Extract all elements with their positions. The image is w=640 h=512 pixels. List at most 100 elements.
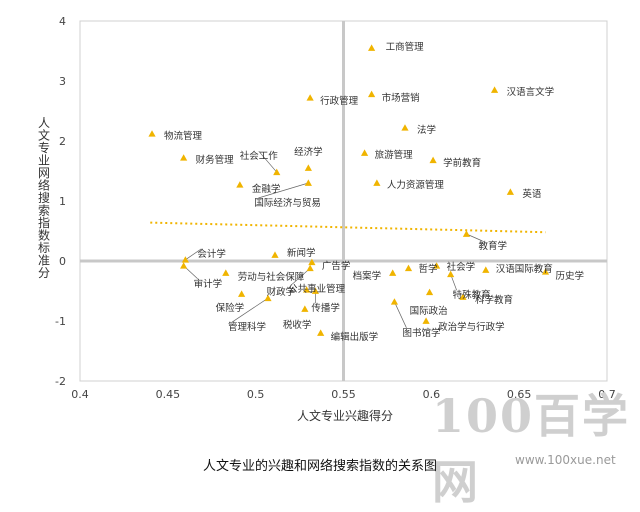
data-point-marker bbox=[317, 329, 325, 336]
data-point-marker bbox=[368, 90, 376, 98]
data-point-label: 图书馆学 bbox=[402, 327, 440, 339]
label-leader-line bbox=[394, 301, 407, 328]
x-tick-label: 0.4 bbox=[71, 388, 89, 401]
data-point-marker bbox=[222, 269, 230, 276]
y-tick-label: -1 bbox=[55, 315, 66, 328]
label-leader-line bbox=[231, 297, 269, 323]
data-point-marker bbox=[311, 287, 319, 294]
data-point-marker bbox=[306, 94, 314, 101]
data-point-marker bbox=[303, 286, 311, 293]
data-point-marker bbox=[373, 179, 381, 186]
x-tick-label: 0.45 bbox=[156, 388, 181, 401]
x-tick-label: 0.55 bbox=[331, 388, 356, 401]
data-point-marker bbox=[306, 264, 314, 272]
data-point-marker bbox=[271, 251, 279, 258]
x-tick-label: 0.65 bbox=[507, 388, 532, 401]
data-point-label: 劳动与社会保障 bbox=[238, 271, 305, 283]
label-leader-line bbox=[466, 233, 483, 242]
data-point-marker bbox=[447, 270, 455, 278]
data-point-label: 法学 bbox=[417, 124, 436, 136]
chart-frame: 0.4 0.45 0.5 0.55 0.6 0.65 0.7 -2 -1 0 1 2 3 4 工商管理汉语… bbox=[38, 15, 628, 509]
data-point-marker bbox=[368, 44, 376, 51]
trendline bbox=[150, 221, 546, 234]
data-point-label: 管理科学 bbox=[228, 321, 266, 333]
data-point-label: 审计学 bbox=[194, 278, 223, 290]
data-point-marker bbox=[264, 294, 272, 302]
watermark-url: www.100xue.net bbox=[515, 453, 616, 467]
watermark-logo: 100百学网 bbox=[432, 389, 631, 509]
data-point-label: 市场营销 bbox=[382, 92, 421, 104]
y-tick-label: 1 bbox=[59, 195, 66, 208]
data-point-label: 政治学与行政学 bbox=[438, 321, 505, 333]
data-point-marker bbox=[506, 188, 514, 195]
data-point-label: 学前教育 bbox=[443, 157, 481, 169]
x-axis-label: 人文专业兴趣得分 bbox=[297, 408, 393, 423]
data-point-label: 财务管理 bbox=[196, 154, 235, 166]
data-point-label: 英语 bbox=[522, 188, 542, 200]
data-point-label: 物流管理 bbox=[164, 130, 203, 142]
data-point-label: 会计学 bbox=[197, 248, 226, 260]
data-point-marker bbox=[390, 298, 399, 305]
data-point-marker bbox=[304, 164, 312, 171]
x-tick-label: 0.6 bbox=[423, 388, 441, 401]
data-point-label: 人力资源管理 bbox=[387, 179, 445, 191]
data-point-label: 哲学 bbox=[418, 263, 437, 275]
y-tick-label: 0 bbox=[59, 255, 66, 268]
data-point-marker bbox=[308, 258, 316, 266]
data-point-marker bbox=[389, 269, 397, 276]
data-point-marker bbox=[482, 266, 490, 273]
y-tick-label: -2 bbox=[55, 375, 66, 388]
data-point-label: 社会工作 bbox=[240, 150, 279, 162]
data-point-marker bbox=[404, 264, 413, 272]
data-point-label: 旅游管理 bbox=[375, 149, 414, 161]
data-point-marker bbox=[301, 305, 309, 312]
data-point-label: 社会学 bbox=[447, 261, 476, 273]
data-point-marker bbox=[459, 293, 467, 300]
data-point-marker bbox=[433, 262, 441, 269]
data-point-label: 教育学 bbox=[478, 240, 507, 252]
data-point-marker bbox=[238, 290, 246, 297]
data-point-label: 汉语言文学 bbox=[507, 86, 555, 98]
data-point-label: 税收学 bbox=[283, 319, 312, 331]
data-point-label: 编辑出版学 bbox=[331, 331, 379, 343]
data-point-label: 经济学 bbox=[294, 146, 323, 158]
label-leader-line bbox=[258, 150, 278, 173]
data-point-label: 财政学 bbox=[267, 286, 296, 298]
data-point-label: 汉语国际教育 bbox=[496, 263, 553, 275]
data-point-marker bbox=[401, 124, 409, 131]
data-point-label: 特殊教育 bbox=[453, 289, 491, 301]
scatter-chart: 0.4 0.45 0.5 0.55 0.6 0.65 0.7 -2 -1 0 1 2 3 4 工商管理汉语… bbox=[38, 15, 616, 423]
y-tick-label: 3 bbox=[59, 75, 66, 88]
y-axis-label: 人文专业网络搜索指数标准分 bbox=[38, 116, 50, 280]
y-tick-label: 2 bbox=[59, 135, 66, 148]
label-leader-line bbox=[258, 182, 309, 199]
data-point-marker bbox=[541, 268, 550, 275]
data-point-label: 保险学 bbox=[216, 302, 245, 314]
x-tick-label: 0.5 bbox=[247, 388, 265, 401]
data-point-marker bbox=[360, 149, 369, 156]
data-point-label: 行政管理 bbox=[320, 95, 359, 107]
data-point-label: 广告学 bbox=[322, 260, 351, 272]
data-point-label: 国际经济与贸易 bbox=[254, 197, 321, 209]
data-point-marker bbox=[181, 256, 189, 263]
data-point-marker bbox=[273, 168, 281, 176]
x-tick-label: 0.7 bbox=[598, 388, 616, 401]
data-point-label: 历史学 bbox=[556, 270, 585, 282]
data-point-marker bbox=[148, 130, 156, 137]
data-point-marker bbox=[180, 262, 188, 269]
data-point-marker bbox=[180, 154, 188, 161]
data-point-label: 金融学 bbox=[252, 183, 281, 195]
label-leader-line bbox=[185, 248, 202, 261]
data-point-label: 工商管理 bbox=[386, 41, 425, 53]
data-point-label: 国际政治 bbox=[410, 305, 448, 317]
data-point-marker bbox=[425, 288, 434, 296]
data-point-label: 档案学 bbox=[353, 270, 382, 282]
y-tick-label: 4 bbox=[59, 15, 66, 28]
data-point-label: 公共事业管理 bbox=[288, 283, 346, 295]
data-point-marker bbox=[236, 181, 244, 188]
data-point-marker bbox=[304, 179, 312, 186]
data-point-label: 科学教育 bbox=[475, 294, 513, 306]
data-point-marker bbox=[490, 86, 499, 93]
data-point-label: 新闻学 bbox=[287, 247, 316, 259]
data-point-marker bbox=[462, 230, 471, 237]
